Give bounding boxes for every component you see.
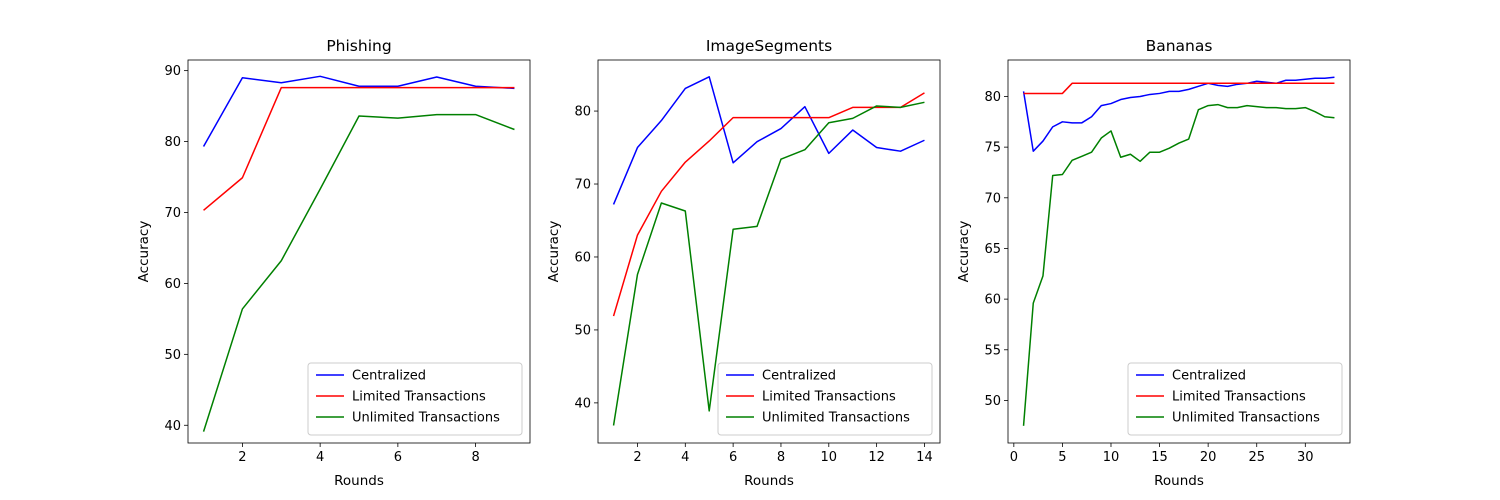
- x-tick-label: 2: [238, 450, 246, 465]
- y-tick-label: 40: [164, 419, 181, 434]
- x-axis-label: Rounds: [334, 473, 384, 489]
- x-tick-label: 4: [316, 450, 324, 465]
- series-line-1: [1023, 82, 1335, 95]
- y-axis-label: Accuracy: [136, 221, 152, 283]
- series-line-0: [202, 75, 515, 147]
- x-tick-label: 6: [394, 450, 402, 465]
- x-tick-label: 14: [916, 450, 933, 465]
- legend-box: [717, 362, 933, 436]
- legend-label: Centralized: [1172, 369, 1246, 384]
- y-tick-label: 70: [574, 178, 591, 193]
- legend-box: [1127, 362, 1343, 436]
- x-tick-label: 8: [777, 450, 785, 465]
- x-tick-label: 6: [729, 450, 737, 465]
- x-tick-label: 15: [1151, 450, 1168, 465]
- y-tick-label: 80: [574, 105, 591, 120]
- legend-label: Limited Transactions: [352, 390, 486, 405]
- series-line-0: [1022, 76, 1335, 152]
- y-tick-label: 70: [984, 191, 1001, 206]
- y-tick-label: 80: [984, 90, 1001, 105]
- y-tick-label: 50: [984, 394, 1001, 409]
- legend-label: Limited Transactions: [1172, 390, 1306, 405]
- chart-title: Phishing: [326, 37, 391, 55]
- x-tick-label: 10: [1103, 450, 1120, 465]
- chart-2: 0 5 10 15 20 25 30 50 55 60 65 70 75 80 Bananas Rounds A…: [956, 37, 1351, 489]
- y-axis-label: Accuracy: [956, 221, 972, 283]
- legend-label: Unlimited Transactions: [352, 411, 500, 426]
- x-axis-label: Rounds: [744, 473, 794, 489]
- x-tick-label: 0: [1010, 450, 1018, 465]
- x-tick-label: 10: [821, 450, 838, 465]
- x-tick-label: 4: [681, 450, 689, 465]
- x-tick-label: 30: [1297, 450, 1314, 465]
- x-tick-label: 8: [471, 450, 479, 465]
- y-tick-label: 55: [984, 343, 1001, 358]
- y-tick-label: 80: [164, 135, 181, 150]
- chart-1: 2 4 6 8 10 12 14 40 50 60 70 80 ImageSegments Rounds A…: [546, 37, 941, 489]
- y-tick-label: 60: [984, 293, 1001, 308]
- y-tick-label: 40: [574, 396, 591, 411]
- x-tick-label: 5: [1058, 450, 1066, 465]
- y-tick-label: 75: [984, 141, 1001, 156]
- legend-label: Centralized: [352, 369, 426, 384]
- legend-box: [307, 362, 523, 436]
- y-tick-label: 65: [984, 242, 1001, 257]
- legend-label: Unlimited Transactions: [762, 411, 910, 426]
- legend: Centralized Limited Transactions Unlimited…: [307, 362, 523, 436]
- y-tick-label: 50: [164, 348, 181, 363]
- legend: Centralized Limited Transactions Unlimited…: [1127, 362, 1343, 436]
- x-tick-label: 12: [868, 450, 885, 465]
- legend-label: Limited Transactions: [762, 390, 896, 405]
- y-tick-label: 50: [574, 323, 591, 338]
- axes-frame: [187, 59, 531, 444]
- axes-frame: [1007, 59, 1351, 444]
- x-tick-label: 25: [1248, 450, 1265, 465]
- chart-title: ImageSegments: [706, 37, 832, 55]
- series-line-2: [612, 101, 925, 426]
- x-axis-label: Rounds: [1154, 473, 1204, 489]
- chart-0: 2 4 6 8 40 50 60 70 80 90 Phishing Rounds Accuracy Ce…: [136, 37, 531, 489]
- y-tick-label: 70: [164, 206, 181, 221]
- legend: Centralized Limited Transactions Unlimited…: [717, 362, 933, 436]
- x-tick-label: 20: [1200, 450, 1217, 465]
- y-tick-label: 60: [574, 250, 591, 265]
- chart-title: Bananas: [1146, 37, 1213, 55]
- y-tick-label: 90: [164, 64, 181, 79]
- axes-frame: [597, 59, 941, 444]
- y-tick-label: 60: [164, 277, 181, 292]
- x-tick-label: 2: [633, 450, 641, 465]
- series-line-2: [202, 113, 515, 432]
- y-axis-label: Accuracy: [546, 221, 562, 283]
- series-line-1: [203, 86, 515, 211]
- series-line-0: [612, 76, 925, 205]
- legend-label: Centralized: [762, 369, 836, 384]
- series-line-2: [1022, 103, 1335, 426]
- legend-label: Unlimited Transactions: [1172, 411, 1320, 426]
